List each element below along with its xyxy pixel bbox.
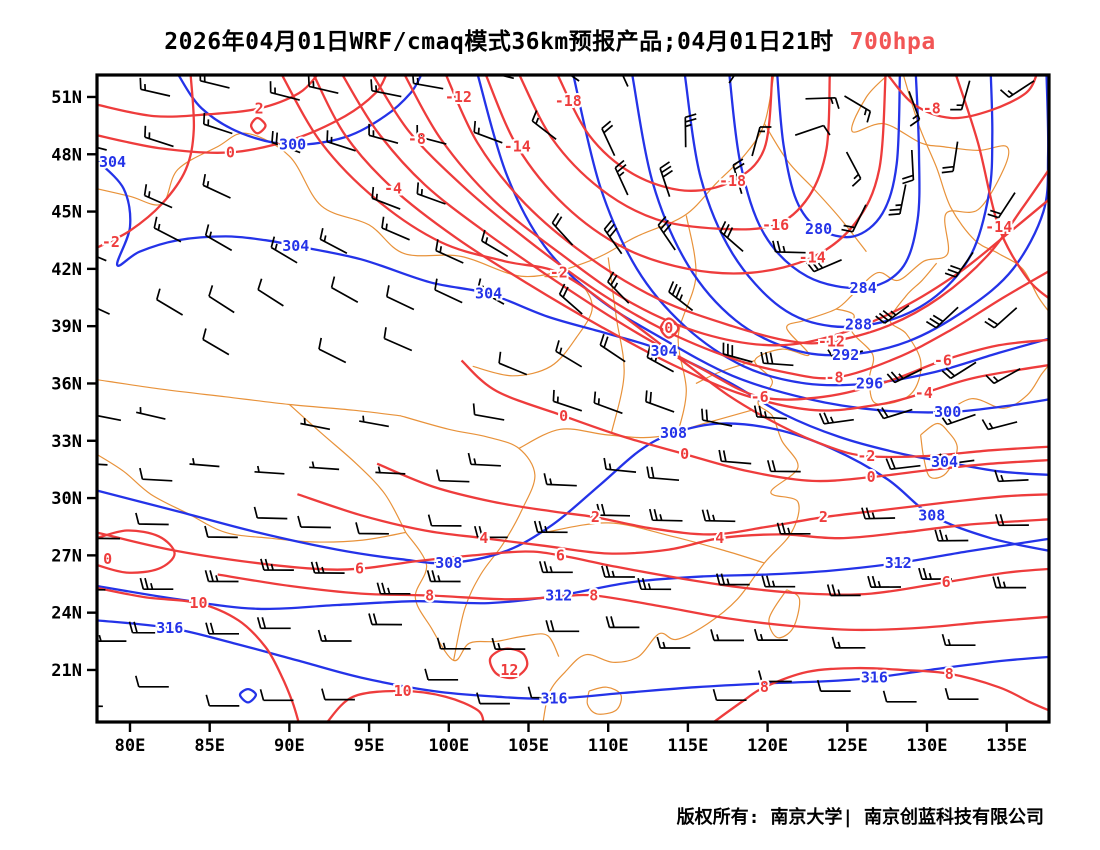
contour-label: -18 <box>719 172 746 190</box>
contour-label: 292 <box>832 346 859 364</box>
contour-label: 316 <box>540 690 567 708</box>
copyright-footer: 版权所有: 南京大学| 南京创蓝科技有限公司 <box>676 807 1044 828</box>
lon-tick-label: 95E <box>354 736 385 756</box>
contour-label: -12 <box>818 332 845 350</box>
contour-label: 6 <box>942 573 951 591</box>
contour-label: 4 <box>715 529 724 547</box>
lat-tick-label: 36N <box>51 374 82 394</box>
contour-label: 316 <box>156 619 183 637</box>
contour-label: 288 <box>845 315 872 333</box>
contour-label: -14 <box>504 138 531 156</box>
contour-label: 6 <box>556 546 565 564</box>
contour-label: -2 <box>550 264 568 282</box>
contour-label: 300 <box>934 403 961 421</box>
lon-tick-label: 120E <box>747 736 788 756</box>
contour-label: 10 <box>394 682 412 700</box>
contour-label: 284 <box>850 279 877 297</box>
lon-tick-label: 125E <box>827 736 868 756</box>
lon-tick-label: 110E <box>588 736 629 756</box>
contour-label: -2 <box>102 233 120 251</box>
contour-label: 308 <box>918 506 945 524</box>
temperature-contours <box>97 75 1049 722</box>
contour-label: 296 <box>856 375 883 393</box>
contour-label: 0 <box>103 550 112 568</box>
lon-tick-label: 135E <box>986 736 1027 756</box>
contour-label: 2 <box>819 508 828 526</box>
contour-label: -4 <box>915 384 933 402</box>
axis-frame: 51N 48N 45N 42N 39N 36N 33N 30N 27N 24N 21N 80E 85E 9… <box>51 73 1051 756</box>
contour-label: 308 <box>660 424 687 442</box>
contour-label: 304 <box>99 153 126 171</box>
lon-tick-label: 100E <box>428 736 469 756</box>
contour-label: 8 <box>760 678 769 696</box>
contour-label: 312 <box>885 554 912 572</box>
contour-label: 0 <box>664 319 673 337</box>
contour-label: -16 <box>762 216 789 234</box>
contour-label: -12 <box>445 88 472 106</box>
contour-label: 0 <box>680 445 689 463</box>
lat-tick-label: 39N <box>51 317 82 337</box>
contour-label: 308 <box>435 554 462 572</box>
pressure-level-label: 700hpa <box>849 29 936 55</box>
contour-label: 2 <box>591 508 600 526</box>
contour-label: 0 <box>867 468 876 486</box>
lat-tick-label: 33N <box>51 432 82 452</box>
contour-label: 12 <box>500 661 518 679</box>
lon-tick-label: 105E <box>508 736 549 756</box>
contour-label: -8 <box>923 99 941 117</box>
contour-label: 280 <box>805 220 832 238</box>
contour-label: 304 <box>282 237 309 255</box>
lon-tick-label: 80E <box>115 736 146 756</box>
contour-label: -2 <box>857 447 875 465</box>
geo-boundaries <box>97 75 1049 722</box>
contour-label: 10 <box>189 594 207 612</box>
chart-title: 2026年04月01日WRF/cmaq模式36km预报产品;04月01日21时 7… <box>0 22 1100 56</box>
lon-tick-label: 115E <box>667 736 708 756</box>
contour-label: 312 <box>545 587 572 605</box>
contour-label: -8 <box>408 130 426 148</box>
lon-tick-label: 85E <box>194 736 225 756</box>
contour-label: 2 <box>255 99 264 117</box>
lat-tick-label: 27N <box>51 546 82 566</box>
contour-label: 4 <box>479 529 488 547</box>
contour-label: 304 <box>650 342 677 360</box>
contour-label: -18 <box>555 92 582 110</box>
chart-title-text: 2026年04月01日WRF/cmaq模式36km预报产品;04月01日21时 <box>164 29 834 55</box>
contour-label: 8 <box>589 587 598 605</box>
contour-label: -14 <box>985 218 1012 236</box>
lat-tick-label: 48N <box>51 145 82 165</box>
lat-tick-label: 30N <box>51 489 82 509</box>
lon-tick-label: 130E <box>907 736 948 756</box>
contour-label: -6 <box>751 388 769 406</box>
wind-barbs <box>97 75 1035 708</box>
contour-labels: 3003043043043043043002962922882842803083… <box>97 86 1014 710</box>
contour-label: 304 <box>475 285 502 303</box>
contour-label: 8 <box>945 665 954 683</box>
lat-tick-label: 45N <box>51 203 82 223</box>
lon-tick-label: 90E <box>274 736 305 756</box>
contour-label: 8 <box>425 587 434 605</box>
contour-label: 304 <box>931 453 958 471</box>
contour-label: -8 <box>825 369 843 387</box>
contour-label: -4 <box>384 180 402 198</box>
height-contours <box>97 75 1049 704</box>
lat-tick-label: 42N <box>51 260 82 280</box>
contour-label: 0 <box>226 143 235 161</box>
contour-label: 6 <box>355 560 364 578</box>
contour-label: -6 <box>934 352 952 370</box>
contour-label: 316 <box>861 669 888 687</box>
lat-tick-label: 21N <box>51 661 82 681</box>
lat-tick-label: 24N <box>51 604 82 624</box>
contour-label: 300 <box>279 136 306 154</box>
contour-label: 0 <box>559 407 568 425</box>
contour-label: -14 <box>799 248 826 266</box>
lat-tick-label: 51N <box>51 88 82 108</box>
